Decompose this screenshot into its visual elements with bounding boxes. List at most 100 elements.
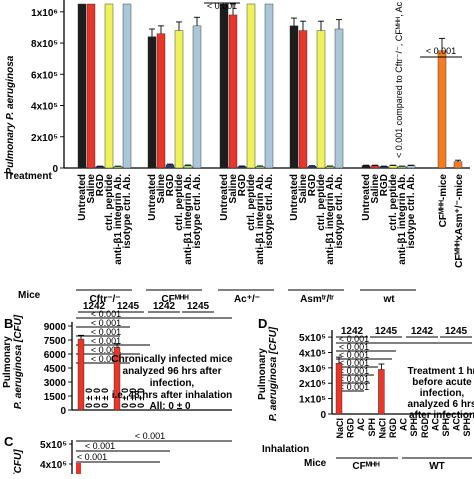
panel-b-ytick-label-1: 1500 <box>44 392 67 403</box>
panel-a-bars <box>77 3 463 169</box>
panel-a-cat-g4-5: isotype ctrl. Ab. <box>406 174 417 249</box>
panel-b-note-all: All: 0 ± 0 <box>149 401 190 412</box>
panel-b-ytick-label-6: 9000 <box>44 322 67 333</box>
panel-b-note-0: Chronically infected mice <box>111 354 233 365</box>
panel-b-note-3: i.e. 48 hrs after inhalation <box>112 390 233 401</box>
panel-a-extra-bar-1 <box>453 161 463 169</box>
panel-a-bar-g2-0 <box>219 3 229 169</box>
panel-a-cat-g2-2: RGD <box>237 174 248 196</box>
panel-a-mice-label-4: wt <box>382 294 395 305</box>
panel-a-bar-g3-2 <box>307 165 317 169</box>
panel-d-note-4: after infection <box>409 410 474 421</box>
panel-b: B Pulmonary P. aeruginosa [CFU] 0 1500 300… <box>2 301 233 417</box>
panel-d-letter: D <box>258 316 267 331</box>
panel-a-cat-g0-2: RGD <box>95 174 106 196</box>
panel-d-ylabel-1: Pulmonary <box>257 348 268 400</box>
panel-c-ytick-label-1: 4x10⁵ <box>40 460 67 471</box>
panel-d-ytick-label-4: 4x10⁵ <box>299 348 326 359</box>
panel-c-letter: C <box>4 434 14 449</box>
panel-d-category-labels: NaCl RGD AC SPH NaCl RGD AC SPH RGD AC SPH AC SPH <box>335 418 472 439</box>
panel-b-header-3: 1245 <box>187 301 210 312</box>
panel-a-y-ticks: 0 2x10⁵ 4x10⁵ 6x10⁵ 8x10⁵ 1x10⁶ <box>31 8 64 175</box>
panel-b-sig-3: < 0.001 <box>91 336 121 346</box>
panel-b-note-1: analyzed 96 hrs after <box>123 366 222 377</box>
panel-a-cat-g0-0: Untreated <box>77 174 88 221</box>
panel-b-ytick-label-5: 7500 <box>44 336 67 347</box>
panel-d-ytick-label-3: 3x10⁵ <box>299 364 326 375</box>
panel-a-cat-g1-4: anti-β1 integrin Ab. <box>183 174 194 265</box>
panel-d: D Pulmonary P. aeruginosa [CFU] 0 1x10⁵ 2x… <box>257 316 474 472</box>
panel-a-bar-g4-1 <box>370 165 380 169</box>
panel-a-ylabel: Pulmonary P. aeruginosa <box>5 55 16 174</box>
panel-b-zero-6: 0 ± 0 <box>128 388 138 408</box>
panel-d-cat-10: SPH <box>441 418 451 437</box>
panel-d-cat-12: SPH <box>462 418 472 437</box>
panel-d-sig-6: < 0.001 <box>339 382 369 392</box>
panel-a-bar-g0-4 <box>113 166 123 169</box>
panel-d-header-1: 1245 <box>375 326 398 337</box>
panel-a-bar-g2-5 <box>264 3 274 169</box>
panel-d-cat-7: SPH <box>409 418 419 437</box>
panel-d-note-2: infection, <box>420 388 465 399</box>
panel-d-note-0: Treatment 1 hr <box>408 366 474 377</box>
panel-a-cat-g3-1: Saline <box>298 174 309 204</box>
panel-b-headers: 1242 1245 1242 1245 <box>78 301 214 313</box>
panel-a-bar-g3-4 <box>325 166 335 169</box>
panel-b-sig-5: < 0.001 <box>91 354 121 364</box>
panel-a-treatment-row-label: Treatment <box>4 171 52 182</box>
panel-d-headers: 1242 1245 1242 1245 <box>336 326 472 338</box>
panel-a-cat-g0-1: Saline <box>86 174 97 204</box>
panel-d-note-1: before acute <box>412 377 472 388</box>
panel-a-mice-label-2: Ac⁺/⁻ <box>234 294 260 305</box>
panel-a-cat-g4-1: Saline <box>370 174 381 204</box>
panel-d-mice-label: Mice <box>304 458 327 469</box>
panel-a-bar-g1-3 <box>174 30 184 169</box>
panel-a-bar-g0-5 <box>122 3 132 169</box>
panel-a-cat-g4-3: ctrl. peptide <box>388 174 399 231</box>
panel-d-ytick-label-0: 0 <box>320 410 326 421</box>
panel-b-header-2: 1242 <box>153 301 176 312</box>
panel-d-header-3: 1245 <box>445 326 468 337</box>
panel-b-significance: < 0.001< 0.001< 0.001< 0.001< 0.001< 0.0… <box>76 309 232 364</box>
panel-a-bar-g4-2 <box>379 166 389 169</box>
panel-d-mice-group-0: CFᴹᴴᴴ <box>352 461 380 472</box>
panel-b-ytick-label-3: 4500 <box>44 364 67 375</box>
panel-d-bar-0 <box>335 363 343 415</box>
panel-a-ytick-label-5: 1x10⁶ <box>31 8 58 19</box>
panel-a-cat-g2-4: anti-β1 integrin Ab. <box>255 174 266 265</box>
panel-a: Pulmonary P. aeruginosa 0 2x10⁵ 4x10⁵ 6x10⁵… <box>4 0 470 305</box>
panel-a-mice-row-label: Mice <box>18 290 41 301</box>
panel-a-cat-g1-0: Untreated <box>147 174 158 221</box>
panel-a-ytick-label-4: 8x10⁵ <box>31 39 58 50</box>
panel-a-bar-g1-2 <box>165 164 175 169</box>
panel-b-ytick-label-0: 0 <box>60 406 66 417</box>
panel-d-cat-0: NaCl <box>335 418 345 439</box>
panel-a-cat-g3-5: isotype ctrl. Ab. <box>334 174 345 249</box>
panel-a-cat-g0-3: ctrl. peptide <box>104 174 115 231</box>
panel-a-ytick-label-0: 0 <box>52 164 58 175</box>
panel-a-sig-right: < 0.001 <box>426 46 456 56</box>
panel-d-ytick-label-2: 2x10⁵ <box>299 379 326 390</box>
panel-d-ytick-label-5: 5x10⁵ <box>299 333 326 344</box>
panel-a-bar-g0-3 <box>104 3 114 169</box>
panel-a-cat-g2-5: isotype ctrl. Ab. <box>264 174 275 249</box>
panel-c-sig-1: < 0.001 <box>85 441 115 451</box>
panel-b-zero-3: 0 ± 0 <box>100 388 110 408</box>
panel-a-ytick-label-3: 6x10⁵ <box>31 70 58 81</box>
panel-d-sig-0: < 0.001 <box>339 334 369 344</box>
panel-a-bar-g1-0 <box>147 36 157 169</box>
panel-a-bar-g1-5 <box>192 25 202 169</box>
panel-a-cat-g4-0: Untreated <box>361 174 372 221</box>
panel-a-cat-g1-5: isotype ctrl. Ab. <box>192 174 203 249</box>
panel-b-zero-7: 0 ± 0 <box>136 388 146 408</box>
panel-b-header-0: 1242 <box>83 301 106 312</box>
panel-d-cat-9: AC <box>430 418 440 431</box>
panel-a-bar-g2-3 <box>246 3 256 169</box>
panel-d-cat-1: RGD <box>346 418 356 439</box>
panel-a-cat-g0-5: isotype ctrl. Ab. <box>122 174 133 249</box>
panel-a-cat-g1-3: ctrl. peptide <box>174 174 185 231</box>
panel-c: C sa [CFU] 5x10⁵ 4x10⁵ < 0.001 < 0.001 <… <box>4 431 232 479</box>
